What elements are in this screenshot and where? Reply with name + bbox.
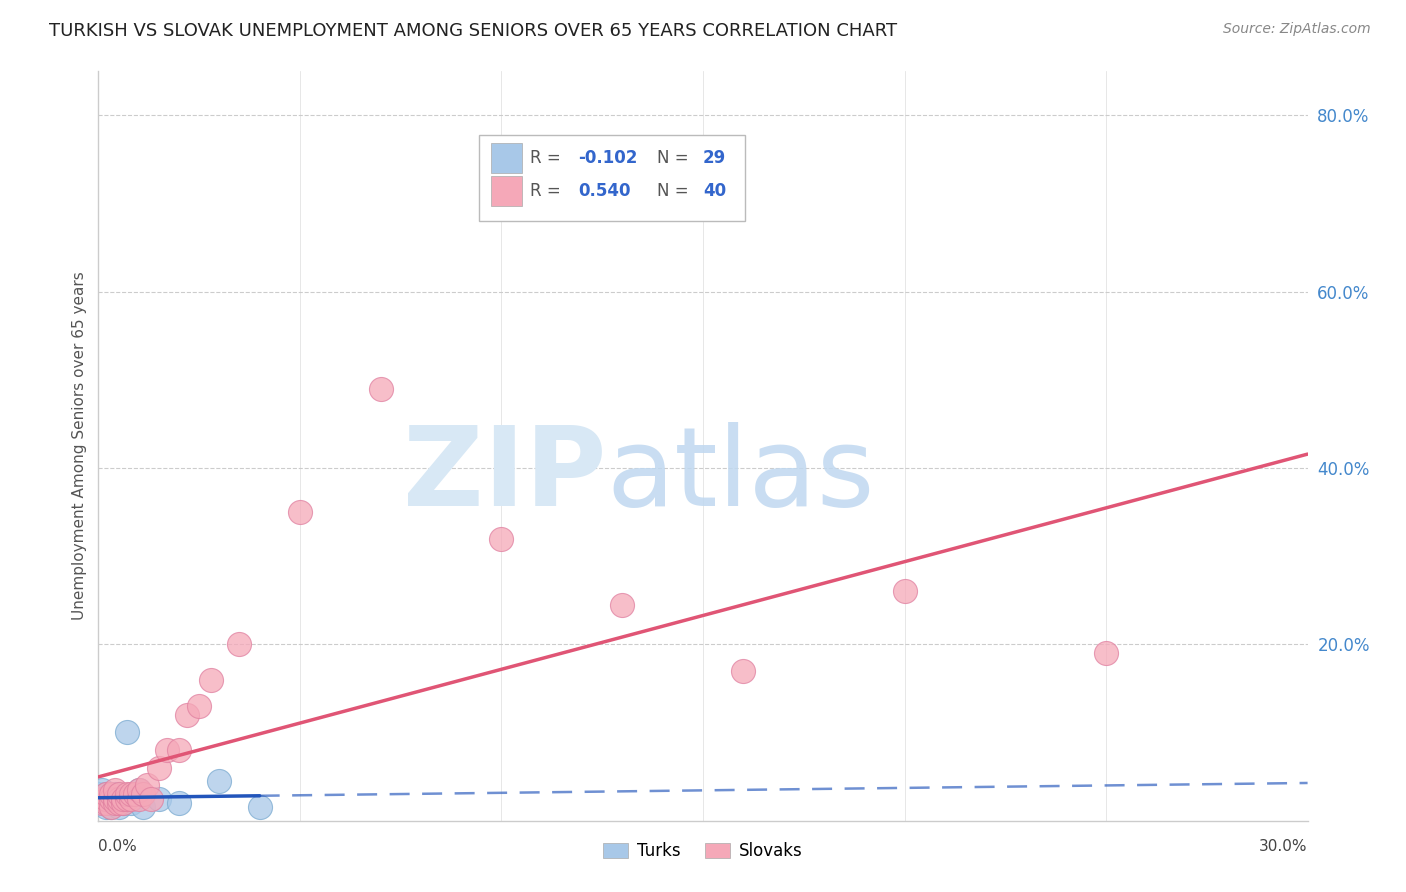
- Point: [115, 725, 138, 739]
- Point: [103, 796, 125, 810]
- Point: [612, 598, 634, 612]
- Point: [100, 791, 122, 805]
- Text: N =: N =: [657, 149, 695, 167]
- Point: [91, 796, 114, 810]
- Point: [200, 673, 222, 687]
- Point: [148, 791, 170, 805]
- Point: [100, 787, 122, 801]
- Point: [96, 787, 118, 801]
- Text: -0.102: -0.102: [578, 149, 638, 167]
- Point: [100, 796, 122, 810]
- Text: 40: 40: [703, 182, 725, 200]
- Text: N =: N =: [657, 182, 695, 200]
- Text: R =: R =: [530, 182, 567, 200]
- Point: [167, 743, 190, 757]
- Point: [733, 664, 755, 678]
- Point: [1095, 646, 1118, 660]
- Text: atlas: atlas: [606, 423, 875, 530]
- Text: 0.540: 0.540: [578, 182, 631, 200]
- Point: [96, 787, 118, 801]
- Text: 0.0%: 0.0%: [98, 839, 138, 855]
- Point: [139, 791, 162, 805]
- Point: [107, 796, 129, 810]
- Point: [370, 382, 392, 396]
- Point: [107, 800, 129, 814]
- Point: [107, 796, 129, 810]
- Point: [208, 774, 231, 789]
- Point: [111, 796, 134, 810]
- Point: [103, 782, 125, 797]
- Point: [120, 791, 142, 805]
- Point: [100, 796, 122, 810]
- Point: [176, 707, 198, 722]
- Point: [107, 787, 129, 801]
- Point: [132, 787, 155, 801]
- Point: [128, 782, 150, 797]
- Point: [103, 796, 125, 810]
- Point: [288, 505, 311, 519]
- Point: [491, 532, 513, 546]
- Point: [91, 791, 114, 805]
- Point: [103, 791, 125, 805]
- Point: [111, 791, 134, 805]
- Point: [249, 800, 271, 814]
- Text: TURKISH VS SLOVAK UNEMPLOYMENT AMONG SENIORS OVER 65 YEARS CORRELATION CHART: TURKISH VS SLOVAK UNEMPLOYMENT AMONG SEN…: [49, 22, 897, 40]
- Point: [156, 743, 179, 757]
- Point: [120, 787, 142, 801]
- Point: [111, 791, 134, 805]
- FancyBboxPatch shape: [492, 177, 522, 206]
- Point: [96, 796, 118, 810]
- Point: [96, 796, 118, 810]
- Legend: Turks, Slovaks: Turks, Slovaks: [599, 837, 807, 864]
- Point: [132, 800, 155, 814]
- FancyBboxPatch shape: [479, 135, 745, 221]
- Point: [96, 791, 118, 805]
- Point: [893, 584, 915, 599]
- Point: [107, 791, 129, 805]
- Point: [100, 791, 122, 805]
- Point: [96, 800, 118, 814]
- Point: [115, 791, 138, 805]
- Point: [120, 796, 142, 810]
- Y-axis label: Unemployment Among Seniors over 65 years: Unemployment Among Seniors over 65 years: [72, 272, 87, 620]
- Point: [91, 782, 114, 797]
- Text: R =: R =: [530, 149, 567, 167]
- Point: [96, 791, 118, 805]
- Point: [103, 791, 125, 805]
- Point: [111, 796, 134, 810]
- Point: [124, 787, 146, 801]
- Point: [100, 800, 122, 814]
- Point: [107, 791, 129, 805]
- Point: [100, 800, 122, 814]
- Point: [188, 699, 211, 714]
- Point: [135, 778, 157, 792]
- Text: 29: 29: [703, 149, 727, 167]
- FancyBboxPatch shape: [492, 143, 522, 172]
- Point: [167, 796, 190, 810]
- Point: [91, 791, 114, 805]
- Text: ZIP: ZIP: [404, 423, 606, 530]
- Point: [128, 782, 150, 797]
- Point: [103, 787, 125, 801]
- Point: [148, 761, 170, 775]
- Point: [91, 796, 114, 810]
- Text: 30.0%: 30.0%: [1260, 839, 1308, 855]
- Point: [115, 787, 138, 801]
- Point: [228, 637, 250, 651]
- Point: [128, 791, 150, 805]
- Text: Source: ZipAtlas.com: Source: ZipAtlas.com: [1223, 22, 1371, 37]
- Point: [100, 787, 122, 801]
- Point: [87, 787, 110, 801]
